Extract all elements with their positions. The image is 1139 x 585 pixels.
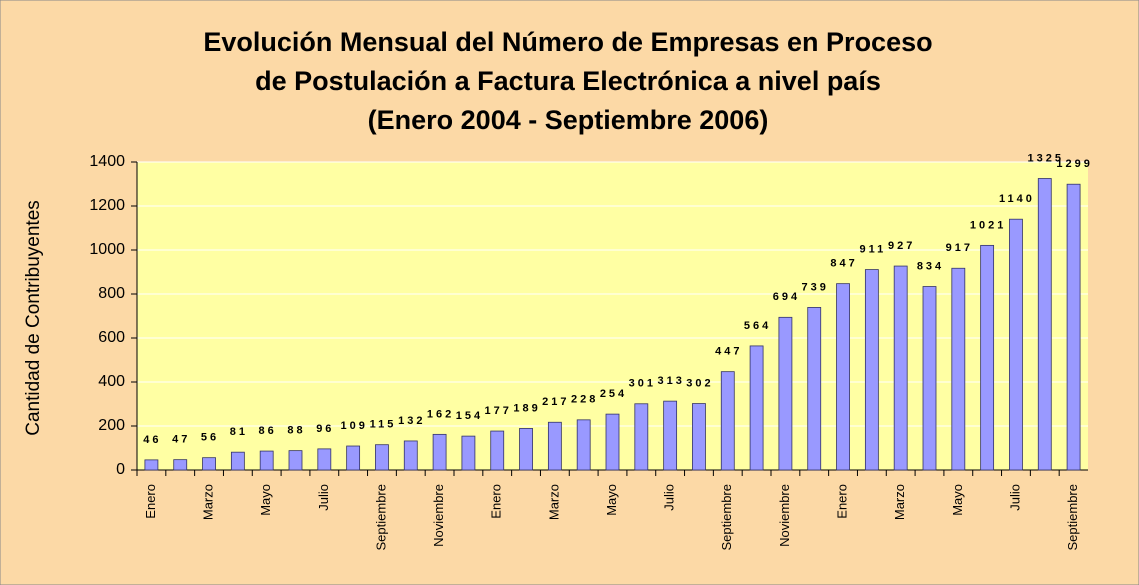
bar (1037, 178, 1052, 471)
y-axis-label: Cantidad de Contribuyentes (23, 200, 44, 436)
bar (720, 371, 735, 471)
x-tick-label: Julio (316, 484, 331, 511)
data-label: 447 (715, 346, 742, 358)
bar (346, 445, 361, 471)
chart-title: Evolución Mensual del Número de Empresas… (203, 27, 932, 57)
x-tick-label: Julio (1007, 484, 1022, 511)
data-label: 911 (859, 243, 886, 255)
bar (317, 448, 332, 471)
data-label: 301 (629, 378, 656, 390)
data-label: 1021 (970, 219, 1006, 231)
data-label: 302 (686, 377, 713, 389)
data-label: 86 (259, 425, 277, 437)
data-label: 694 (773, 291, 800, 303)
bar (403, 440, 418, 471)
x-tick-label: Septiembre (719, 484, 734, 550)
y-tick-label: 0 (116, 461, 125, 478)
bar (490, 430, 505, 471)
x-tick-label: Enero (489, 484, 504, 519)
data-label: 739 (802, 281, 829, 293)
data-label: 1299 (1056, 158, 1092, 170)
bar (692, 403, 706, 471)
data-label: 88 (287, 425, 305, 437)
data-label: 228 (571, 394, 598, 406)
y-tick-label: 1400 (89, 153, 125, 170)
bar (432, 433, 447, 471)
bar (922, 286, 937, 471)
data-label: 46 (143, 434, 161, 446)
x-tick-label: Marzo (892, 484, 907, 520)
bar (547, 421, 562, 471)
y-tick-label: 1000 (89, 241, 125, 258)
x-tick-label: Noviembre (777, 484, 792, 547)
bar (1066, 183, 1081, 471)
data-label: 313 (657, 375, 684, 387)
data-label: 132 (398, 415, 425, 427)
data-label: 109 (340, 420, 367, 432)
bar (864, 269, 879, 471)
data-label: 96 (316, 423, 334, 435)
data-label: 217 (542, 396, 569, 408)
data-label: 47 (172, 434, 190, 446)
bar (980, 244, 995, 471)
x-tick-label: Mayo (258, 484, 273, 516)
data-label: 189 (513, 402, 540, 414)
y-tick-label: 400 (98, 373, 125, 390)
x-tick-label: Enero (834, 484, 849, 519)
data-label: 81 (230, 426, 248, 438)
x-tick-label: Septiembre (373, 484, 388, 550)
y-tick-label: 200 (98, 417, 125, 434)
data-label: 177 (485, 405, 512, 417)
chart-title: de Postulación a Factura Electrónica a n… (255, 66, 881, 96)
data-label: 834 (917, 260, 944, 272)
bar (807, 307, 822, 471)
bar (230, 451, 245, 471)
bar (288, 450, 303, 471)
x-tick-label: Noviembre (431, 484, 446, 547)
data-label: 847 (830, 258, 857, 270)
data-label: 162 (427, 408, 454, 420)
bar (202, 457, 216, 471)
chart-title: (Enero 2004 - Septiembre 2006) (368, 105, 769, 135)
bar (778, 316, 793, 471)
bar (144, 459, 159, 471)
data-label: 56 (201, 432, 219, 444)
bar (836, 283, 850, 471)
data-label: 927 (888, 240, 915, 252)
bar (173, 459, 188, 471)
x-tick-label: Mayo (604, 484, 619, 516)
data-label: 917 (946, 242, 973, 254)
bar (1009, 218, 1023, 471)
bar (663, 400, 678, 471)
bar (951, 267, 966, 471)
y-tick-label: 600 (98, 329, 125, 346)
y-tick-label: 1200 (89, 197, 125, 214)
data-label: 564 (744, 320, 771, 332)
bar (259, 450, 274, 471)
data-label: 1140 (999, 193, 1035, 205)
x-tick-label: Enero (143, 484, 158, 519)
y-tick-label: 800 (98, 285, 125, 302)
x-tick-label: Julio (662, 484, 677, 511)
bar (519, 428, 533, 471)
bar (893, 265, 908, 471)
bar (375, 444, 389, 471)
data-label: 154 (456, 410, 483, 422)
bar (576, 419, 591, 471)
data-label: 254 (600, 388, 627, 400)
x-tick-label: Septiembre (1065, 484, 1080, 550)
bar (461, 435, 476, 471)
x-tick-label: Mayo (950, 484, 965, 516)
bar (605, 413, 620, 471)
bar (634, 403, 649, 471)
x-tick-label: Marzo (546, 484, 561, 520)
data-label: 115 (370, 419, 397, 431)
x-tick-label: Marzo (200, 484, 215, 520)
data-label: 1325 (1028, 152, 1064, 164)
bar (749, 345, 764, 471)
